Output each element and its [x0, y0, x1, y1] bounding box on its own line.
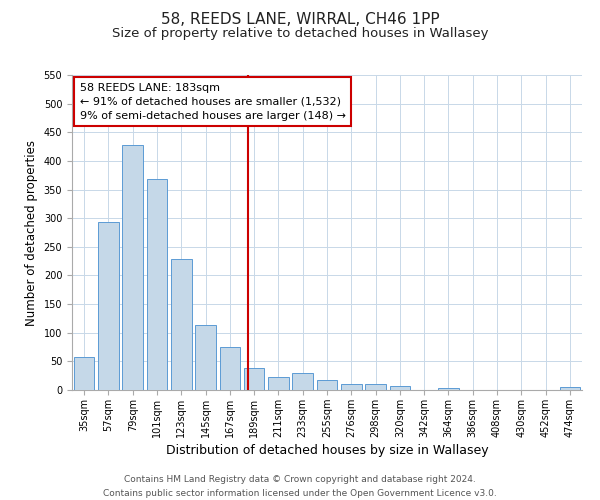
Bar — [98, 222, 119, 390]
X-axis label: Distribution of detached houses by size in Wallasey: Distribution of detached houses by size … — [166, 444, 488, 457]
Bar — [317, 380, 337, 390]
Y-axis label: Number of detached properties: Number of detached properties — [25, 140, 38, 326]
Bar — [438, 388, 459, 390]
Bar — [365, 384, 386, 390]
Bar — [74, 358, 94, 390]
Bar — [292, 374, 313, 390]
Text: Contains HM Land Registry data © Crown copyright and database right 2024.
Contai: Contains HM Land Registry data © Crown c… — [103, 476, 497, 498]
Bar — [122, 145, 143, 390]
Bar — [341, 384, 362, 390]
Bar — [171, 260, 191, 390]
Bar — [146, 179, 167, 390]
Bar — [220, 347, 240, 390]
Text: Size of property relative to detached houses in Wallasey: Size of property relative to detached ho… — [112, 28, 488, 40]
Text: 58, REEDS LANE, WIRRAL, CH46 1PP: 58, REEDS LANE, WIRRAL, CH46 1PP — [161, 12, 439, 28]
Bar — [389, 386, 410, 390]
Bar — [244, 368, 265, 390]
Text: 58 REEDS LANE: 183sqm
← 91% of detached houses are smaller (1,532)
9% of semi-de: 58 REEDS LANE: 183sqm ← 91% of detached … — [80, 83, 346, 121]
Bar — [268, 378, 289, 390]
Bar — [560, 387, 580, 390]
Bar — [195, 326, 216, 390]
